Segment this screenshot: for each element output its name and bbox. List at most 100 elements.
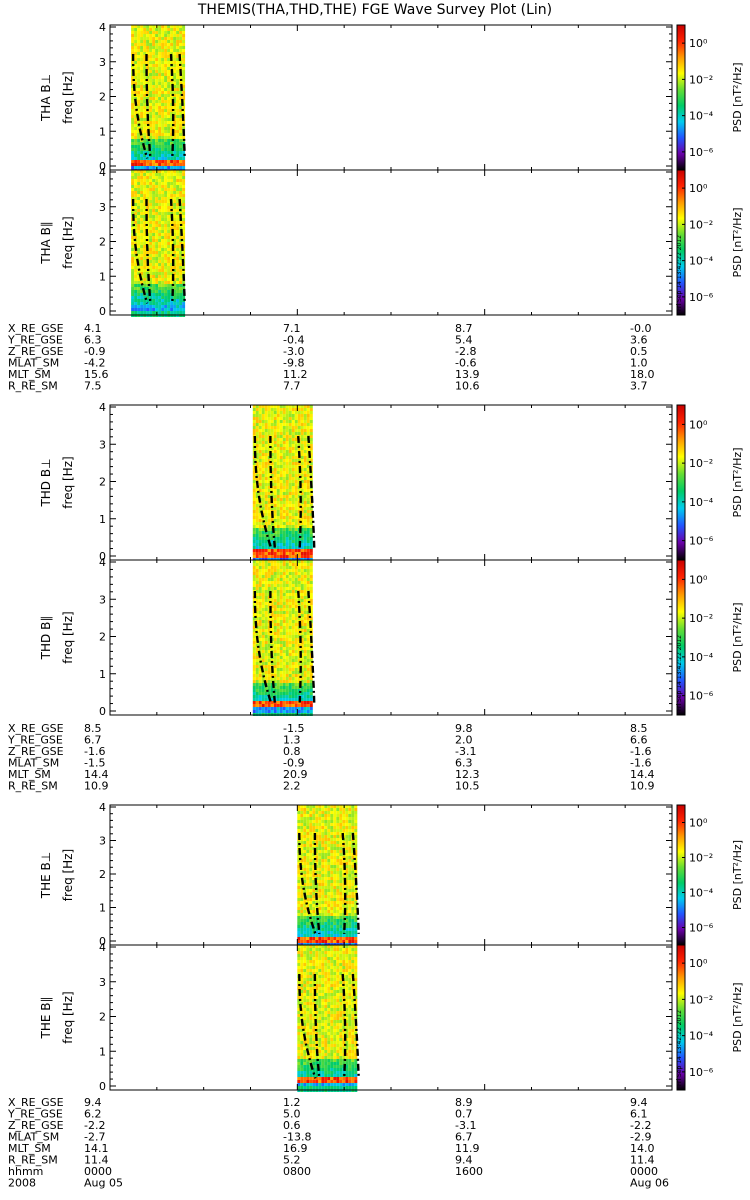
spectrogram-cell — [324, 919, 328, 922]
spectrogram-cell — [152, 46, 156, 49]
spectrogram-cell — [267, 674, 271, 677]
spectrogram-cell — [170, 34, 174, 37]
spectrogram-cell — [333, 871, 337, 874]
ephemeris-value: 6.3 — [455, 757, 473, 770]
spectrogram-cell — [294, 692, 298, 695]
spectrogram-cell — [155, 260, 159, 263]
spectrogram-cell — [339, 805, 343, 808]
spectrogram-cell — [339, 895, 343, 898]
spectrogram-cell — [306, 602, 310, 605]
spectrogram-cell — [167, 242, 171, 245]
spectrogram-cell — [297, 489, 301, 492]
spectrogram-cell — [134, 52, 138, 55]
spectrogram-cell — [327, 907, 331, 910]
spectrogram-cell — [131, 127, 135, 130]
spectrogram-cell — [167, 299, 171, 302]
spectrogram-cell — [146, 76, 150, 79]
spectrogram-cell — [291, 495, 295, 498]
spectrogram-cell — [294, 417, 298, 420]
spectrogram-cell — [330, 895, 334, 898]
spectrogram-cell — [140, 61, 144, 64]
spectrogram-cell — [276, 653, 280, 656]
spectrogram-cell — [282, 602, 286, 605]
spectrogram-cell — [258, 590, 262, 593]
spectrogram-cell — [306, 510, 310, 513]
spectrogram-cell — [164, 218, 168, 221]
spectrogram-cell — [149, 191, 153, 194]
spectrogram-cell — [288, 617, 292, 620]
spectrogram-cell — [336, 823, 340, 826]
spectrogram-cell — [300, 650, 304, 653]
spectrogram-cell — [167, 296, 171, 299]
spectrogram-cell — [152, 40, 156, 43]
spectrogram-cell — [300, 483, 304, 486]
spectrogram-cell — [173, 79, 177, 82]
spectrogram-cell — [282, 438, 286, 441]
spectrogram-cell — [300, 578, 304, 581]
spectrogram-cell — [140, 200, 144, 203]
spectrogram-cell — [261, 593, 265, 596]
spectrogram-cell — [267, 507, 271, 510]
spectrogram-cell — [143, 227, 147, 230]
spectrogram-cell — [161, 145, 165, 148]
spectrogram-cell — [303, 611, 307, 614]
spectrogram-cell — [276, 671, 280, 674]
spectrogram-cell — [327, 838, 331, 841]
spectrogram-cell — [306, 913, 310, 916]
spectrogram-cell — [258, 423, 262, 426]
spectrogram-cell — [252, 546, 256, 549]
spectrogram-cell — [285, 444, 289, 447]
spectrogram-cell — [312, 817, 316, 820]
spectrogram-cell — [173, 275, 177, 278]
spectrogram-cell — [312, 808, 316, 811]
spectrogram-cell — [336, 820, 340, 823]
colorbar-tick-label: 10⁻² — [689, 457, 713, 470]
plot-frame — [109, 559, 673, 716]
spectrogram-cell — [167, 287, 171, 290]
spectrogram-cell — [143, 281, 147, 284]
spectrogram-cell — [164, 236, 168, 239]
spectrogram-cell — [285, 408, 289, 411]
spectrogram-cell — [176, 257, 180, 260]
spectrogram-cell — [164, 212, 168, 215]
ephemeris-value: -9.8 — [283, 357, 304, 370]
spectrogram-cell — [276, 593, 280, 596]
spectrogram-cell — [267, 546, 271, 549]
spectrogram-cell — [300, 677, 304, 680]
spectrogram-cell — [167, 254, 171, 257]
spectrogram-cell — [170, 103, 174, 106]
spectrogram-cell — [176, 121, 180, 124]
spectrogram-cell — [140, 55, 144, 58]
spectrogram-cell — [167, 124, 171, 127]
spectrogram-cell — [303, 608, 307, 611]
spectrogram-cell — [282, 623, 286, 626]
spectrogram-cell — [173, 308, 177, 311]
spectrogram-cell — [267, 638, 271, 641]
spectrogram-cell — [306, 919, 310, 922]
spectrogram-cell — [336, 880, 340, 883]
spectrogram-cell — [267, 516, 271, 519]
spectrogram-cell — [294, 405, 298, 408]
spectrogram-cell — [137, 194, 141, 197]
spectrogram-cell — [255, 456, 259, 459]
spectrogram-cell — [279, 456, 283, 459]
spectrogram-cell — [288, 468, 292, 471]
spectrogram-cell — [303, 581, 307, 584]
colorbar-gradient — [676, 404, 686, 561]
spectrogram-cell — [155, 37, 159, 40]
spectrogram-cell — [318, 940, 322, 943]
spectrogram-cell — [303, 653, 307, 656]
spectrogram-cell — [327, 883, 331, 886]
spectrogram-cell — [261, 611, 265, 614]
spectrogram-cell — [309, 698, 313, 701]
spectrogram-cell — [273, 552, 277, 555]
spectrogram-cell — [167, 121, 171, 124]
spectrogram-cell — [282, 405, 286, 408]
spectrogram-cell — [131, 284, 135, 287]
spectrogram-cell — [252, 641, 256, 644]
spectrogram-cell — [170, 97, 174, 100]
spectrogram-cell — [279, 560, 283, 563]
spectrogram-cell — [318, 913, 322, 916]
spectrogram-cell — [339, 892, 343, 895]
spectrogram-cell — [143, 272, 147, 275]
